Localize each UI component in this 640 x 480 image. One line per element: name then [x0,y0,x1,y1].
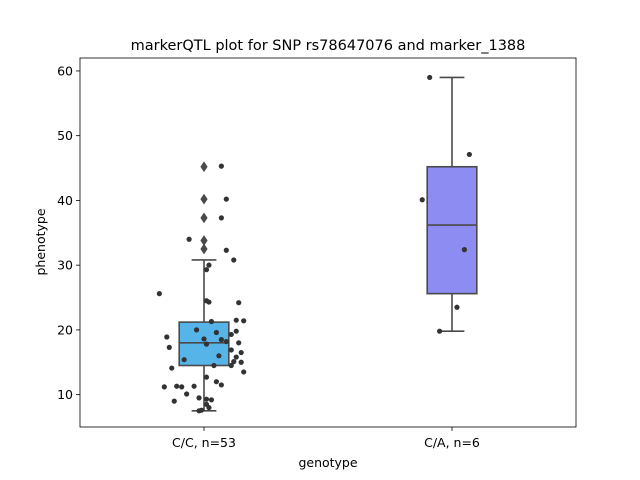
data-point [419,197,425,203]
data-point [203,396,210,402]
data-point [223,247,229,253]
strip-points [156,74,472,414]
outlier-marker [200,193,208,205]
data-point [233,317,239,323]
data-point [206,404,212,411]
data-point [169,365,175,371]
outlier-marker [200,235,208,246]
data-point [166,344,172,350]
data-point [466,151,472,158]
data-point [233,328,239,334]
data-point [218,382,224,388]
data-point [223,338,229,345]
outlier-marker [200,243,208,255]
data-point [228,331,234,338]
data-point [241,369,247,375]
y-tick-label: 50 [57,128,73,143]
data-point [228,362,234,369]
data-point [218,215,224,221]
box-group [178,76,478,412]
plot-area [79,57,577,428]
data-point [161,384,167,390]
data-point [203,267,210,273]
data-point [211,362,217,369]
data-point [181,357,187,363]
data-point [236,340,242,346]
data-point [437,328,443,334]
chart-title: markerQTL plot for SNP rs78647076 and ma… [131,38,526,54]
x-tick-label: C/C, n=53 [172,435,236,450]
y-axis: 10 20 30 40 50 60 [57,63,80,402]
data-point [198,407,205,413]
data-point [206,299,212,305]
data-point [231,257,237,263]
data-point [171,398,177,404]
outlier-marker [200,161,208,173]
data-point [233,354,239,360]
data-point [454,304,460,310]
data-point [179,384,185,390]
y-tick-label: 60 [57,63,73,78]
data-point [208,397,215,403]
data-point [241,318,247,324]
data-point [206,262,212,268]
x-axis: C/C, n=53 C/A, n=6 [172,427,480,450]
y-axis-label: phenotype [33,208,48,275]
data-point [238,349,244,356]
data-point [193,327,200,333]
data-point [218,337,224,343]
data-point [427,74,433,81]
data-point [201,336,207,342]
outlier-marker [200,212,208,224]
data-point [196,395,202,401]
y-tick-label: 40 [57,193,73,208]
y-tick-label: 30 [57,258,73,273]
data-point [213,329,219,336]
data-point [236,300,242,306]
data-point [231,359,237,365]
data-point [191,383,197,389]
data-point [164,334,170,340]
data-point [156,291,162,297]
data-point [223,196,229,202]
data-point [228,347,234,353]
data-point [218,163,224,169]
data-point [203,374,210,380]
y-tick-label: 10 [57,387,73,402]
y-tick-label: 20 [57,322,73,337]
data-point [174,383,180,389]
data-point [213,379,219,385]
data-point [186,236,192,242]
data-point [184,391,190,397]
x-axis-label: genotype [298,455,357,470]
x-tick-label: C/A, n=6 [424,435,480,450]
data-point [238,359,244,365]
box [426,165,478,295]
data-point [208,318,215,325]
data-point [461,247,467,253]
data-point [216,353,222,359]
data-point [203,341,210,347]
